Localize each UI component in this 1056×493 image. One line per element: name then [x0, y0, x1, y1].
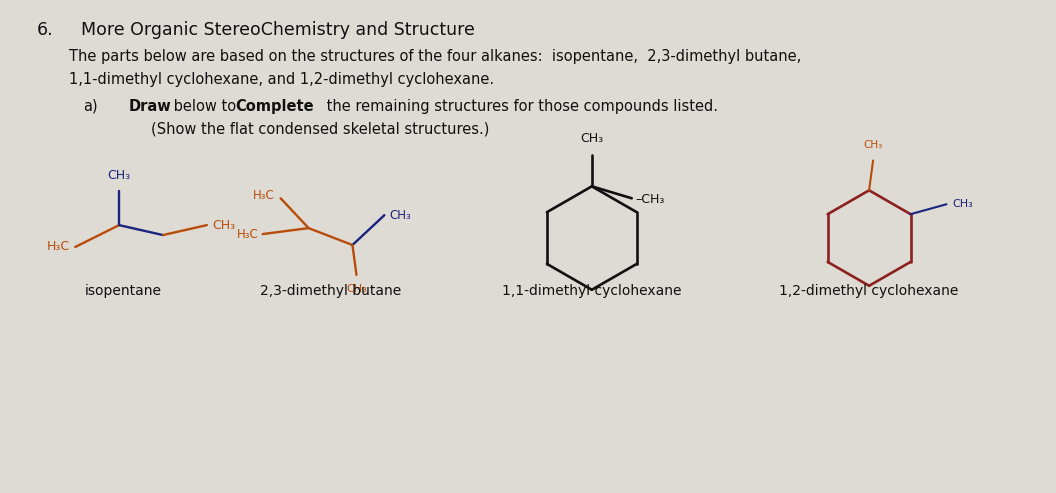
Text: (Show the flat condensed skeletal structures.): (Show the flat condensed skeletal struct…	[151, 122, 489, 137]
Text: below to: below to	[169, 99, 241, 114]
Text: H₃C: H₃C	[48, 241, 70, 253]
Text: 1,1-dimethyl cyclohexane: 1,1-dimethyl cyclohexane	[502, 284, 681, 298]
Text: –CH₃: –CH₃	[636, 193, 665, 206]
Text: More Organic StereoChemistry and Structure: More Organic StereoChemistry and Structu…	[81, 21, 475, 39]
Text: 1,1-dimethyl cyclohexane, and 1,2-dimethyl cyclohexane.: 1,1-dimethyl cyclohexane, and 1,2-dimeth…	[70, 72, 494, 87]
Text: CH₃: CH₃	[953, 199, 974, 209]
Text: CH₃: CH₃	[390, 209, 411, 222]
Text: The parts below are based on the structures of the four alkanes:  isopentane,  2: The parts below are based on the structu…	[70, 49, 802, 64]
Text: CH₃: CH₃	[108, 169, 131, 182]
Text: H₃C: H₃C	[253, 189, 275, 202]
Text: H₃C: H₃C	[237, 228, 259, 241]
Text: 2,3-dimethyl butane: 2,3-dimethyl butane	[260, 284, 401, 298]
Text: the remaining structures for those compounds listed.: the remaining structures for those compo…	[321, 99, 717, 114]
Text: isopentane: isopentane	[84, 284, 162, 298]
Text: CH₃: CH₃	[212, 218, 234, 232]
Text: CH₃: CH₃	[580, 132, 603, 145]
Text: CH₃: CH₃	[864, 140, 883, 149]
Text: 1,2-dimethyl cyclohexane: 1,2-dimethyl cyclohexane	[779, 284, 959, 298]
Text: 6.: 6.	[36, 21, 53, 39]
Text: CH₃: CH₃	[346, 284, 366, 294]
Text: Draw: Draw	[129, 99, 172, 114]
Text: a): a)	[83, 99, 98, 114]
Text: Complete: Complete	[234, 99, 314, 114]
